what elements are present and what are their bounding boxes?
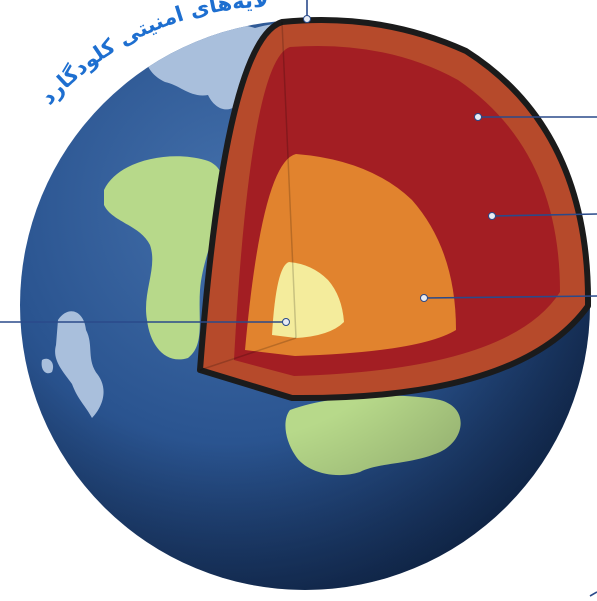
pointer-crust-dot [474,113,482,121]
pointer-outer-core-dot [420,294,428,302]
pointer-mantle-dot [488,212,496,220]
inner-core-layer [272,262,344,338]
pointer-outer-core [423,295,597,299]
wedge-edge-line [281,21,297,339]
pointer-mantle [491,213,597,217]
pointer-inner-core-dot [282,318,290,326]
pointer-bottom-right [589,591,597,597]
wedge-edge-line-2 [199,337,297,371]
cutaway-wedge [197,16,592,402]
pointer-top-dot [303,15,311,23]
cutaway-outline [197,16,592,402]
